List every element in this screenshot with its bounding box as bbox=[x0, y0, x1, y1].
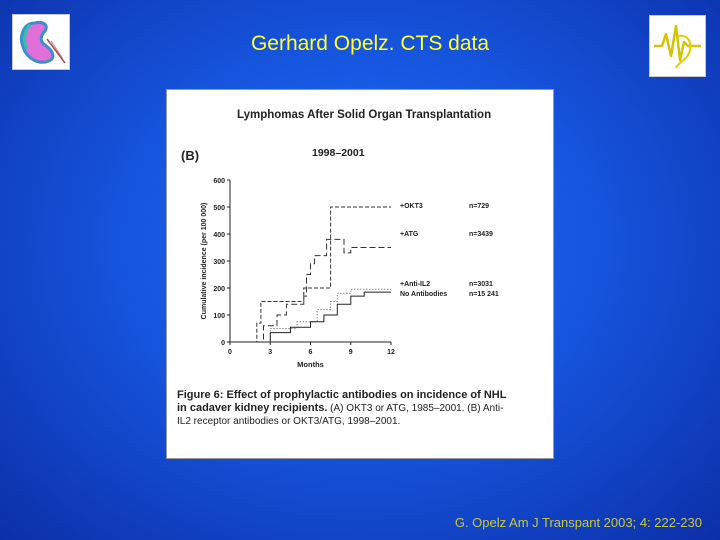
kidney-logo-icon bbox=[20, 21, 66, 64]
x-tick-label: 0 bbox=[228, 349, 232, 356]
caption-bold: Figure 6: Effect of prophylactic antibod… bbox=[177, 389, 507, 414]
y-tick-label: 200 bbox=[213, 286, 225, 293]
panel-label: (B) bbox=[181, 148, 200, 163]
series-n-label-3: n=15 241 bbox=[469, 291, 499, 298]
series-label-3: No Antibodies bbox=[400, 291, 447, 298]
series-line-0 bbox=[230, 206, 391, 343]
x-tick-label: 3 bbox=[268, 349, 272, 356]
y-tick-label: 300 bbox=[213, 259, 225, 266]
left-logo bbox=[12, 14, 70, 70]
series-n-label-1: n=3439 bbox=[469, 231, 493, 238]
citation: G. Opelz Am J Transpant 2003; 4: 222-230 bbox=[454, 515, 702, 530]
series-label-0: +OKT3 bbox=[400, 203, 423, 210]
y-tick-label: 0 bbox=[221, 340, 225, 347]
series-line-1 bbox=[230, 238, 391, 343]
heartbeat-logo-icon bbox=[654, 24, 701, 69]
caption-rest: (A) OKT3 or ATG, 1985–2001. (B) Anti-IL2… bbox=[177, 403, 504, 427]
series-line-3 bbox=[230, 291, 391, 343]
x-tick-label: 6 bbox=[309, 349, 313, 356]
figure-caption: Figure 6: Effect of prophylactic antibod… bbox=[177, 389, 517, 428]
series-n-label-0: n=729 bbox=[469, 203, 489, 210]
x-axis-label: Months bbox=[297, 360, 324, 369]
series-line-2 bbox=[230, 288, 391, 343]
series-n-label-2: n=3031 bbox=[469, 281, 493, 288]
figure-panel: Lymphomas After Solid Organ Transplantat… bbox=[166, 89, 554, 459]
series-label-2: +Anti-IL2 bbox=[400, 281, 430, 288]
y-tick-label: 100 bbox=[213, 313, 225, 320]
y-tick-label: 600 bbox=[213, 178, 225, 185]
slide-title: Gerhard Opelz. CTS data bbox=[250, 32, 490, 55]
y-tick-label: 500 bbox=[213, 205, 225, 212]
x-tick-label: 12 bbox=[387, 349, 395, 356]
figure-title: Lymphomas After Solid Organ Transplantat… bbox=[237, 109, 492, 121]
period-label: 1998–2001 bbox=[312, 147, 365, 159]
series-label-1: +ATG bbox=[400, 231, 419, 238]
right-logo bbox=[649, 15, 706, 77]
y-axis-label: Cumulative incidence (per 100 000) bbox=[201, 203, 208, 320]
x-tick-label: 9 bbox=[349, 349, 353, 356]
incidence-chart: 0 100 200 300 400 500 600 0 3 6 9 12 Months Cumulativ… bbox=[201, 178, 499, 369]
y-tick-label: 400 bbox=[213, 232, 225, 239]
